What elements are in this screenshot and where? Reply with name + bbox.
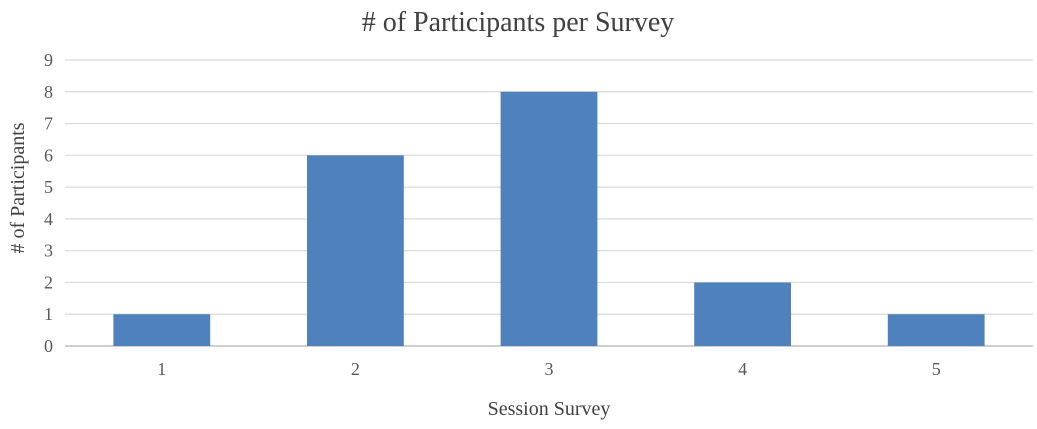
x-axis-ticks: 1 2 3 4 5 [157, 359, 940, 379]
y-tick-label: 0 [44, 336, 53, 356]
x-axis-title: Session Survey [488, 398, 611, 420]
y-tick-label: 4 [44, 209, 53, 229]
chart-title: # of Participants per Survey [362, 7, 675, 38]
y-tick-label: 3 [44, 241, 53, 261]
bar-1 [113, 314, 211, 346]
bar-2 [307, 155, 404, 346]
bars [113, 91, 985, 347]
bar-5 [887, 314, 985, 346]
x-tick-label: 4 [738, 359, 747, 379]
y-axis-title: # of Participants [7, 122, 29, 253]
y-tick-label: 9 [44, 50, 53, 70]
y-tick-label: 8 [44, 82, 53, 102]
y-tick-label: 7 [44, 114, 53, 134]
bar-3 [500, 91, 598, 347]
y-axis-ticks: 0 1 2 3 4 5 6 7 8 9 [44, 50, 53, 356]
x-tick-label: 5 [932, 359, 941, 379]
y-tick-label: 6 [44, 145, 53, 165]
x-tick-label: 3 [545, 359, 554, 379]
x-tick-label: 1 [157, 359, 166, 379]
bar-4 [694, 282, 791, 346]
x-tick-label: 2 [351, 359, 360, 379]
y-tick-label: 2 [44, 272, 53, 292]
y-tick-label: 1 [44, 304, 53, 324]
y-tick-label: 5 [44, 177, 53, 197]
